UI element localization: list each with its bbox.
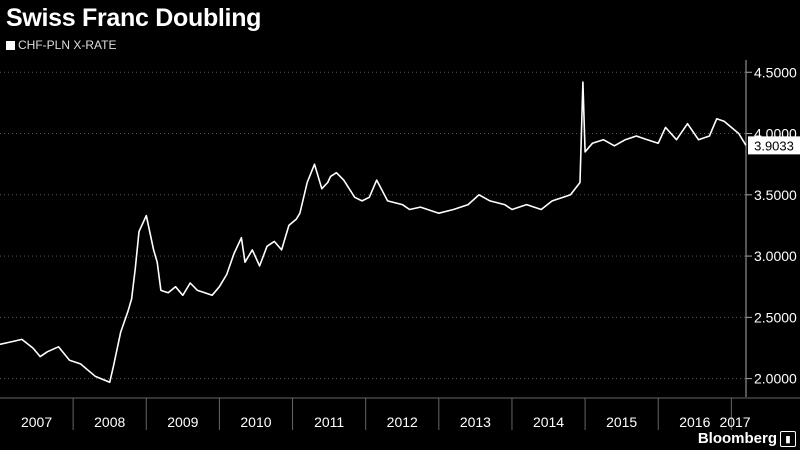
chart-title: Swiss Franc Doubling	[6, 4, 262, 32]
x-tick-label: 2007	[21, 414, 52, 430]
y-tick-label: 2.5000	[754, 309, 797, 325]
brand-name: Bloomberg	[697, 430, 777, 447]
last-value-label: 3.9033	[754, 138, 794, 153]
legend-swatch	[6, 40, 15, 50]
legend: CHF-PLN X-RATE	[6, 38, 116, 52]
x-tick-label: 2015	[606, 414, 637, 430]
y-tick-label: 3.0000	[754, 248, 797, 264]
x-tick-label: 2008	[94, 414, 125, 430]
last-value-box	[748, 136, 800, 155]
bloomberg-logo: Bloomberg ▮	[698, 430, 796, 447]
y-tick-label: 3.5000	[754, 187, 797, 203]
x-tick-label: 2009	[167, 414, 198, 430]
x-tick-label: 2011	[314, 414, 344, 430]
x-tick-label: 2016	[679, 414, 710, 430]
x-tick-label: 2010	[240, 414, 271, 430]
x-tick-label: 2013	[460, 414, 491, 430]
y-tick-label: 4.5000	[754, 64, 797, 80]
bloomberg-chart-icon: ▮	[780, 430, 796, 447]
legend-label: CHF-PLN X-RATE	[18, 38, 117, 52]
x-tick-label: 2014	[533, 414, 564, 430]
series-line	[0, 81, 747, 384]
y-tick-label: 2.0000	[754, 371, 797, 387]
x-tick-label: 2017	[719, 414, 750, 430]
x-tick-label: 2012	[387, 414, 418, 430]
